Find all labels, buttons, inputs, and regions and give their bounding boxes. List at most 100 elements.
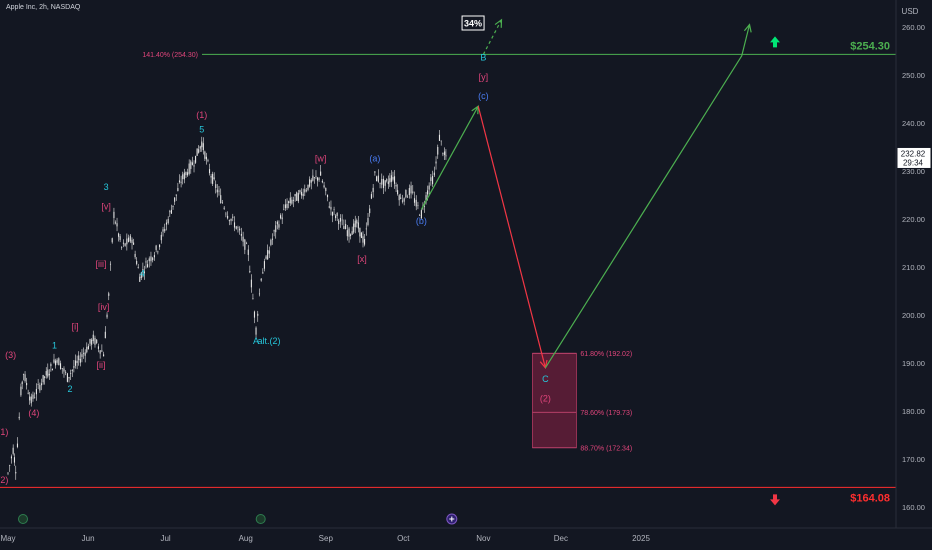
candle-body xyxy=(15,472,17,474)
candle-body xyxy=(255,327,257,335)
x-tick-label: Nov xyxy=(476,534,490,543)
candle-body xyxy=(143,271,145,274)
candle-body xyxy=(216,189,218,193)
candle-body xyxy=(253,311,256,318)
candle-body xyxy=(302,193,304,197)
candle-body xyxy=(343,226,345,230)
candle-body xyxy=(48,373,50,376)
candle-body xyxy=(183,172,185,180)
candle-body xyxy=(187,172,189,176)
candle-body xyxy=(265,256,267,259)
candle-body xyxy=(387,181,389,185)
candle-body xyxy=(427,190,429,195)
candle-body xyxy=(157,251,159,253)
candle-body xyxy=(185,172,187,176)
candle-body xyxy=(59,363,62,369)
candle-body xyxy=(384,180,386,186)
x-tick-label: Dec xyxy=(554,534,568,543)
candle-body xyxy=(304,189,306,193)
candle-body xyxy=(116,223,118,227)
probability-box xyxy=(461,15,485,31)
candle-body xyxy=(276,221,278,225)
candle-body xyxy=(403,198,405,202)
candle-body xyxy=(405,190,407,198)
candle-body xyxy=(22,374,25,375)
candle-body xyxy=(351,231,353,235)
candle-body xyxy=(438,134,441,141)
candle-body xyxy=(374,171,376,173)
candle-body xyxy=(350,234,352,237)
candle-body xyxy=(89,338,91,344)
candle-body xyxy=(296,192,298,201)
candle-body xyxy=(212,173,214,184)
candle-body xyxy=(250,279,252,288)
candle-body xyxy=(126,238,128,245)
candle-body xyxy=(118,233,120,237)
candle-body xyxy=(37,384,39,385)
candle-body xyxy=(240,233,242,236)
candle-body xyxy=(159,244,161,248)
candle-body xyxy=(12,447,14,454)
wave-label: [i] xyxy=(72,321,79,331)
candle-body xyxy=(134,253,136,258)
candle-body xyxy=(182,174,184,180)
candle-body xyxy=(386,179,388,181)
candle-body xyxy=(139,276,141,282)
candle-body xyxy=(220,195,222,204)
candle-body xyxy=(103,354,105,357)
projection-down-c xyxy=(477,106,546,368)
wave-label: (3) xyxy=(5,350,16,360)
candle-body xyxy=(398,195,400,201)
y-tick-label: 200.00 xyxy=(902,311,925,320)
candle-body xyxy=(21,381,23,384)
candle-body xyxy=(412,191,414,193)
wave-label: (c) xyxy=(478,91,489,101)
candle-body xyxy=(35,388,37,395)
candle-body xyxy=(283,208,285,210)
y-tick-label: 170.00 xyxy=(902,455,925,464)
candle-body xyxy=(190,161,192,169)
candle-body xyxy=(273,230,275,232)
candle-body xyxy=(268,250,270,254)
candle-body xyxy=(321,180,323,183)
earnings-marker-icon xyxy=(255,514,266,524)
support-down-arrow-icon xyxy=(770,494,780,506)
candle-body xyxy=(291,199,293,204)
candle-body xyxy=(400,197,402,199)
candle-body xyxy=(114,222,117,224)
candle-body xyxy=(223,207,225,209)
y-tick-label: 230.00 xyxy=(902,167,925,176)
projection-up-final xyxy=(544,24,751,369)
candle-body xyxy=(196,148,198,156)
candle-body xyxy=(195,155,197,163)
candle-body xyxy=(310,180,312,183)
wave-label: [y] xyxy=(479,72,489,82)
candle-body xyxy=(124,243,126,246)
candle-body xyxy=(348,228,350,237)
candle-body xyxy=(289,197,291,204)
candle-body xyxy=(44,376,46,379)
candle-body xyxy=(423,206,426,207)
wave-label: (1) xyxy=(196,110,207,120)
candle-body xyxy=(71,369,73,372)
candle-body xyxy=(20,386,22,396)
event-plus-icon xyxy=(449,516,455,522)
candle-body xyxy=(136,261,138,264)
y-tick-label: 210.00 xyxy=(902,263,925,272)
price-axis-bg xyxy=(896,0,932,550)
candle-body xyxy=(263,261,265,269)
candle-body xyxy=(201,141,203,148)
candle-body xyxy=(78,355,80,361)
candle-body xyxy=(99,350,101,354)
current-price-label: 232.82 xyxy=(901,149,926,158)
candle-body xyxy=(233,222,236,228)
candle-body xyxy=(239,228,241,231)
candle-body xyxy=(339,218,341,222)
wave-label: [iii] xyxy=(96,259,107,269)
candle-body xyxy=(330,206,332,210)
candle-body xyxy=(444,151,446,156)
wave-label: 1 xyxy=(52,341,57,351)
candle-body xyxy=(316,177,319,181)
candle-body xyxy=(417,205,419,206)
